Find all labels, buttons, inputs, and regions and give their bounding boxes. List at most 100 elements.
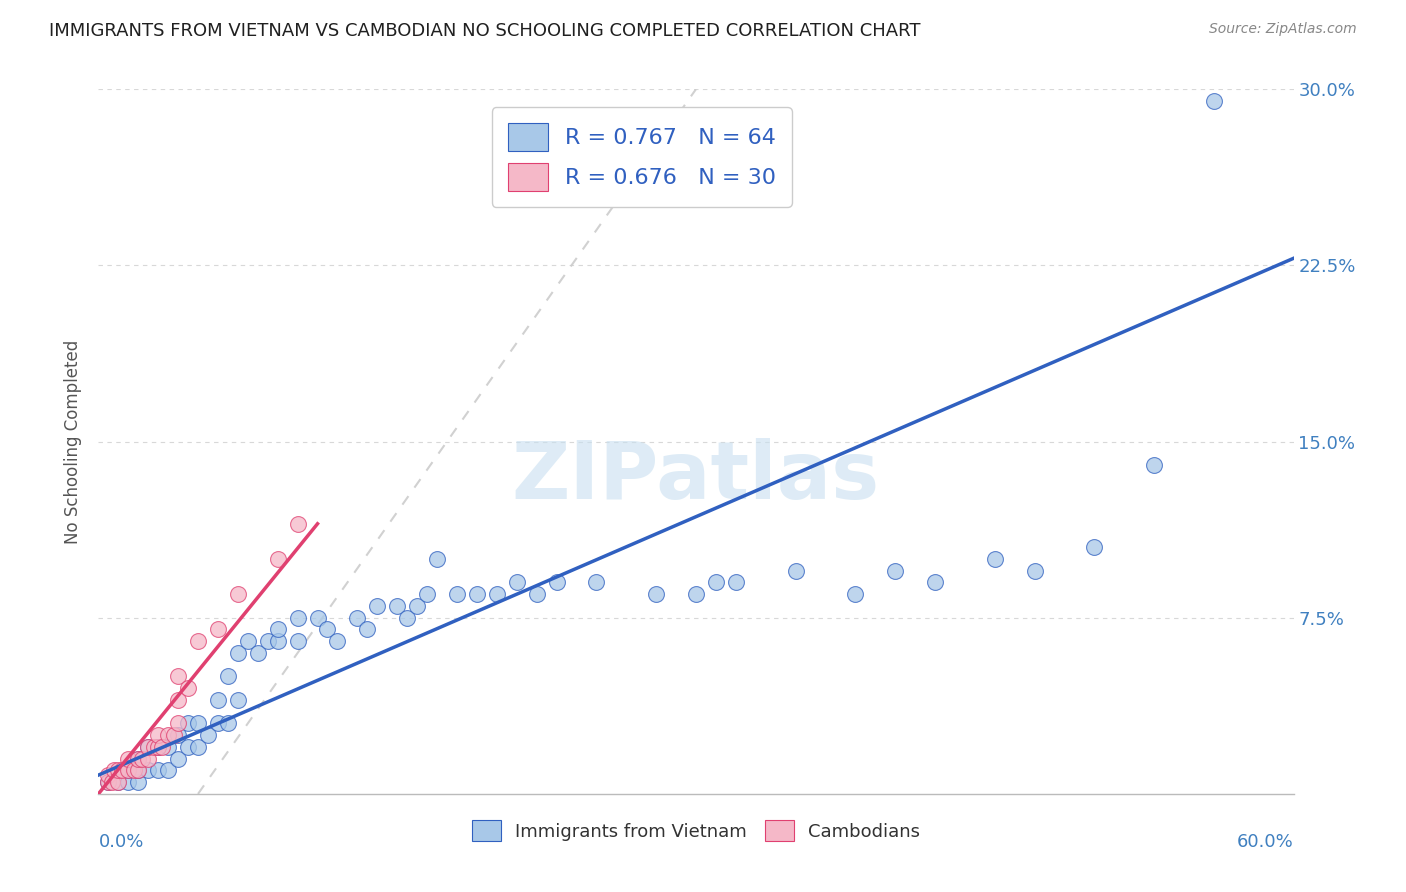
Point <box>136 739 159 754</box>
Point <box>426 552 449 566</box>
Point <box>157 764 180 778</box>
Point <box>157 739 180 754</box>
Point <box>131 751 153 765</box>
Point <box>207 623 229 637</box>
Point <box>446 587 468 601</box>
Point <box>506 575 529 590</box>
Point <box>465 587 488 601</box>
Point <box>406 599 429 613</box>
Point <box>316 623 339 637</box>
Point <box>107 775 129 789</box>
Point <box>136 751 159 765</box>
Point <box>163 728 186 742</box>
Point <box>1143 458 1166 472</box>
Point <box>326 634 349 648</box>
Point <box>884 564 907 578</box>
Point <box>226 587 249 601</box>
Point <box>366 599 388 613</box>
Point <box>150 739 173 754</box>
Point <box>187 634 209 648</box>
Point <box>356 623 378 637</box>
Point <box>127 751 149 765</box>
Point <box>124 764 146 778</box>
Point <box>148 728 170 742</box>
Point <box>585 575 607 590</box>
Point <box>546 575 568 590</box>
Point <box>107 775 129 789</box>
Point <box>143 739 166 754</box>
Point <box>136 739 159 754</box>
Point <box>97 775 120 789</box>
Point <box>256 634 278 648</box>
Text: IMMIGRANTS FROM VIETNAM VS CAMBODIAN NO SCHOOLING COMPLETED CORRELATION CHART: IMMIGRANTS FROM VIETNAM VS CAMBODIAN NO … <box>49 22 921 40</box>
Point <box>207 693 229 707</box>
Point <box>1202 94 1225 108</box>
Point <box>236 634 259 648</box>
Point <box>287 634 309 648</box>
Point <box>117 764 139 778</box>
Point <box>177 716 200 731</box>
Point <box>844 587 866 601</box>
Text: 60.0%: 60.0% <box>1237 832 1294 851</box>
Point <box>167 751 190 765</box>
Point <box>117 775 139 789</box>
Point <box>246 646 269 660</box>
Point <box>127 751 149 765</box>
Text: ZIPatlas: ZIPatlas <box>512 438 880 516</box>
Point <box>1024 564 1046 578</box>
Point <box>724 575 747 590</box>
Point <box>217 669 239 683</box>
Point <box>127 775 149 789</box>
Point <box>117 764 139 778</box>
Point <box>785 564 807 578</box>
Point <box>157 728 180 742</box>
Text: Source: ZipAtlas.com: Source: ZipAtlas.com <box>1209 22 1357 37</box>
Point <box>924 575 946 590</box>
Point <box>167 693 190 707</box>
Point <box>167 716 190 731</box>
Point <box>267 634 290 648</box>
Point <box>167 728 190 742</box>
Point <box>97 775 120 789</box>
Point <box>127 764 149 778</box>
Point <box>645 587 668 601</box>
Point <box>984 552 1007 566</box>
Point <box>187 739 209 754</box>
Point <box>187 716 209 731</box>
Text: 0.0%: 0.0% <box>98 832 143 851</box>
Point <box>416 587 439 601</box>
Point <box>148 739 170 754</box>
Point <box>704 575 727 590</box>
Point <box>485 587 508 601</box>
Point <box>117 751 139 765</box>
Point <box>287 610 309 624</box>
Point <box>307 610 329 624</box>
Point <box>385 599 409 613</box>
Point <box>1083 540 1105 554</box>
Point <box>101 775 124 789</box>
Point <box>526 587 548 601</box>
Point <box>167 669 190 683</box>
Y-axis label: No Schooling Completed: No Schooling Completed <box>63 340 82 543</box>
Point <box>346 610 368 624</box>
Point <box>267 623 290 637</box>
Point <box>685 587 707 601</box>
Point <box>111 764 134 778</box>
Point <box>127 764 149 778</box>
Point <box>197 728 219 742</box>
Point <box>177 739 200 754</box>
Legend: Immigrants from Vietnam, Cambodians: Immigrants from Vietnam, Cambodians <box>464 813 928 848</box>
Point <box>107 764 129 778</box>
Point <box>103 764 125 778</box>
Point <box>148 764 170 778</box>
Point <box>287 516 309 531</box>
Point <box>177 681 200 696</box>
Point <box>207 716 229 731</box>
Point <box>97 768 120 782</box>
Point <box>226 646 249 660</box>
Point <box>396 610 419 624</box>
Point <box>136 764 159 778</box>
Point <box>267 552 290 566</box>
Point <box>226 693 249 707</box>
Point <box>217 716 239 731</box>
